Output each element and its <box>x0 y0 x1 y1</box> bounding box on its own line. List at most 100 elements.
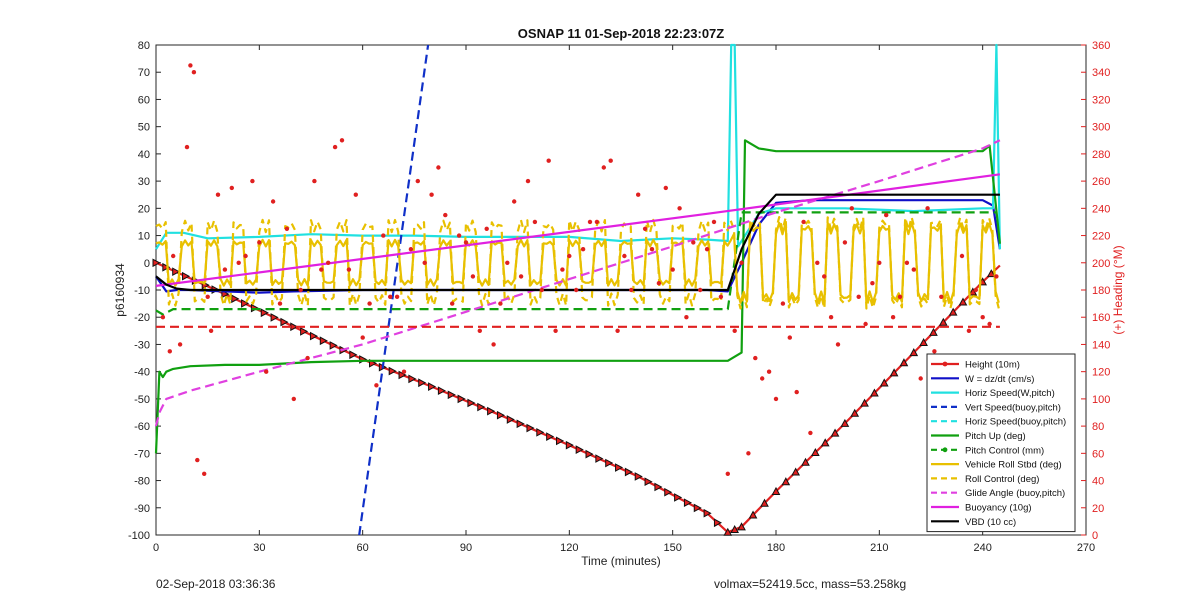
legend-marker <box>942 361 948 367</box>
height-marker <box>565 440 574 450</box>
height-marker <box>546 432 555 441</box>
heading-point <box>849 206 854 211</box>
y-tick-label: 0 <box>144 258 150 270</box>
y2-tick-label: 160 <box>1092 312 1110 324</box>
heading-point <box>808 430 813 436</box>
legend-label: Horiz Speed(buoy,pitch) <box>965 417 1066 428</box>
y2-tick-label: 320 <box>1092 94 1110 106</box>
heading-point <box>553 328 558 333</box>
height-marker <box>840 418 850 427</box>
height-marker <box>811 448 820 457</box>
y2-tick-label: 20 <box>1092 503 1104 515</box>
series-line-glide <box>154 139 1001 427</box>
heading-point <box>973 287 978 293</box>
height-marker <box>748 510 758 519</box>
heading-point <box>250 178 255 184</box>
heading-point <box>491 342 496 347</box>
height-marker <box>948 307 958 316</box>
height-marker <box>152 258 161 268</box>
y-tick-label: -50 <box>134 394 150 406</box>
heading-point <box>801 219 806 225</box>
heading-point <box>518 274 524 279</box>
heading-point <box>615 328 620 333</box>
heading-point <box>656 281 662 286</box>
heading-point <box>160 315 166 320</box>
height-marker <box>760 498 769 507</box>
heading-point <box>205 294 210 299</box>
heading-point <box>732 328 737 333</box>
height-marker <box>516 419 525 429</box>
height-marker <box>791 467 801 476</box>
heading-point <box>642 226 648 231</box>
series-line-roll_ctrl <box>155 216 1000 310</box>
y-tick-label: -60 <box>134 421 150 433</box>
height-marker <box>664 487 673 497</box>
y2-tick-label: 40 <box>1092 476 1104 488</box>
x-tick-label: 30 <box>253 542 265 554</box>
heading-point <box>994 274 999 279</box>
heading-point <box>760 376 765 381</box>
heading-point <box>401 369 407 374</box>
heading-point <box>932 349 937 354</box>
heading-point <box>636 192 641 197</box>
height-marker <box>457 394 466 404</box>
heading-point <box>319 267 324 272</box>
y-tick-label: 60 <box>138 94 150 106</box>
y-tick-label: -70 <box>134 448 150 460</box>
heading-scatter-layer <box>160 63 999 476</box>
height-marker <box>919 337 928 346</box>
heading-point <box>243 253 248 259</box>
x-tick-label: 60 <box>357 542 369 554</box>
heading-point <box>890 315 896 320</box>
heading-point <box>567 253 572 259</box>
height-marker <box>447 390 456 400</box>
heading-point <box>443 212 448 218</box>
height-marker <box>781 477 791 486</box>
heading-point <box>870 281 875 286</box>
legend-label: Roll Control (deg) <box>965 474 1039 485</box>
heading-point <box>367 301 372 306</box>
heading-point <box>298 287 303 293</box>
heading-point <box>698 287 703 293</box>
y-tick-label: -80 <box>134 476 150 488</box>
heading-point <box>987 321 992 327</box>
heading-point <box>222 267 228 272</box>
heading-point <box>925 206 930 211</box>
legend-label: Horiz Speed(W,pitch) <box>965 388 1055 399</box>
y2-tick-label: 140 <box>1092 339 1110 351</box>
height-marker <box>737 522 746 531</box>
y2-tick-label: 240 <box>1092 203 1110 215</box>
height-marker <box>713 518 722 528</box>
x-tick-label: 240 <box>973 542 991 554</box>
y-tick-label: -100 <box>128 530 150 542</box>
heading-point <box>780 301 786 306</box>
heading-point <box>684 315 689 320</box>
height-marker <box>300 327 309 336</box>
heading-point <box>505 260 510 265</box>
heading-point <box>305 355 310 361</box>
heading-point <box>381 233 386 238</box>
heading-point <box>746 451 751 456</box>
height-marker <box>182 271 191 281</box>
height-marker <box>801 457 810 466</box>
series-line-pitch <box>154 139 1001 454</box>
y-tick-label: -40 <box>134 367 150 379</box>
ballast-summary: volmax=52419.5cc, mass=53.258kg <box>714 577 907 591</box>
heading-point <box>622 253 627 259</box>
legend-label: Vert Speed(buoy,pitch) <box>965 402 1061 413</box>
height-marker <box>693 503 702 513</box>
height-marker <box>280 317 289 327</box>
series-line-pitch_ctrl <box>155 211 997 316</box>
heading-point <box>202 471 207 476</box>
height-marker <box>477 402 486 412</box>
height-marker <box>958 297 968 306</box>
x-tick-label: 0 <box>153 542 159 554</box>
legend-marker <box>942 447 948 453</box>
y-tick-label: 80 <box>138 40 150 52</box>
legend-label: Buoyancy (10g) <box>965 503 1032 514</box>
heading-point <box>388 294 393 299</box>
heading-point <box>463 240 469 245</box>
heading-point <box>422 260 427 265</box>
heading-point <box>574 287 579 293</box>
